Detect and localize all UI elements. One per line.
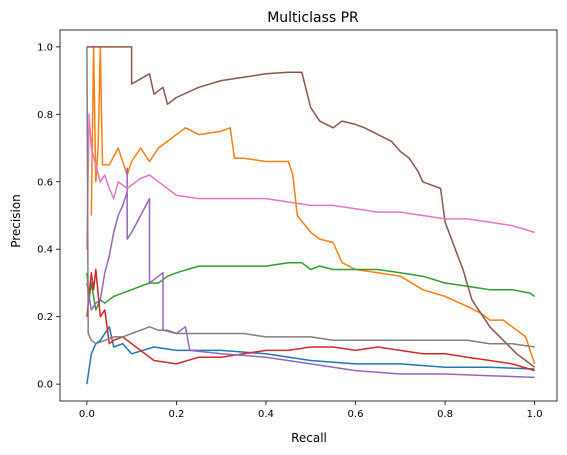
series-line-2 [90, 46, 536, 365]
y-tick-label: 1.0 [37, 42, 53, 53]
x-tick-label: 0.6 [348, 409, 364, 420]
plot-area: 0.0 0.2 0.4 0.6 0.8 1.0 0.0 0.2 0.4 0.6 0.8 1.0 [37, 29, 558, 420]
series-line-6 [86, 46, 536, 368]
y-tick-label: 0.6 [37, 177, 53, 188]
series-line-8 [86, 46, 535, 348]
y-tick-label: 0.8 [37, 110, 53, 121]
chart-title: Multiclass PR [267, 10, 359, 26]
series-line-7 [86, 113, 535, 250]
series-line-5 [86, 167, 535, 379]
x-tick-label: 0.0 [79, 409, 95, 420]
y-tick-label: 0.2 [37, 312, 53, 323]
series-line-4 [86, 268, 535, 372]
y-axis-label: Precision [9, 194, 23, 248]
x-tick-label: 1.0 [527, 409, 543, 420]
series-line-3 [86, 261, 536, 311]
x-tick-label: 0.8 [437, 409, 453, 420]
series-line-1 [86, 326, 535, 385]
x-tick-label: 0.4 [258, 409, 274, 420]
y-tick-label: 0.4 [37, 245, 53, 256]
axes-frame [59, 29, 558, 402]
y-tick-label: 0.0 [37, 380, 53, 391]
x-tick-label: 0.2 [168, 409, 184, 420]
x-axis-label: Recall [291, 431, 327, 445]
